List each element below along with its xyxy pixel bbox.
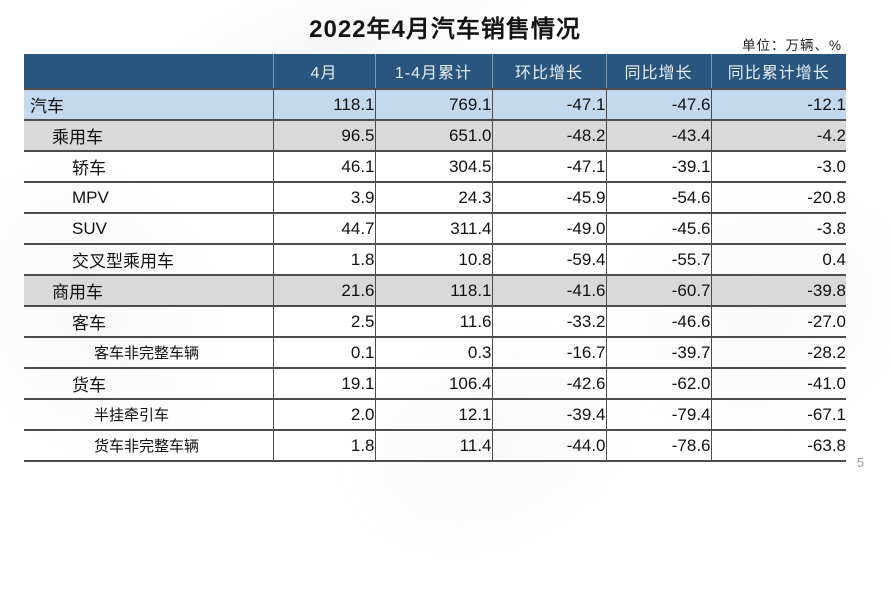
table-row: 商用车 21.6 118.1 -41.6 -60.7 -39.8 [24, 274, 846, 306]
table-cell: 0.4 [710, 243, 846, 275]
table-row: 货车非完整车辆 1.8 11.4 -44.0 -78.6 -63.8 [24, 429, 846, 462]
table-row: 货车 19.1 106.4 -42.6 -62.0 -41.0 [24, 367, 846, 399]
table-cell: 3.9 [272, 181, 375, 213]
table-cell: -55.7 [605, 243, 711, 275]
table-cell: -20.8 [710, 181, 846, 213]
table-row: 汽车 118.1 769.1 -47.1 -47.6 -12.1 [24, 88, 846, 120]
table-cell: 311.4 [374, 212, 492, 244]
table-row: 客车 2.5 11.6 -33.2 -46.6 -27.0 [24, 305, 846, 337]
row-label: 乘用车 [24, 119, 273, 151]
table-cell: 96.5 [272, 119, 375, 151]
row-label: 货车 [24, 367, 273, 399]
row-label: 货车非完整车辆 [24, 429, 273, 462]
table-cell: -49.0 [491, 212, 606, 244]
table-cell: -3.8 [710, 212, 846, 244]
table-row: 客车非完整车辆 0.1 0.3 -16.7 -39.7 -28.2 [24, 336, 846, 368]
row-label: SUV [24, 212, 273, 244]
table-cell: 0.1 [272, 336, 375, 368]
table-cell: 1.8 [272, 429, 375, 462]
table-cell: -67.1 [710, 398, 846, 430]
table-cell: -28.2 [710, 336, 846, 368]
page-title: 2022年4月汽车销售情况 [309, 16, 581, 43]
table-cell: 0.3 [374, 336, 492, 368]
header-row: 4月 1-4月累计 环比增长 同比增长 同比累计增长 [24, 54, 846, 89]
table-cell: 46.1 [272, 150, 375, 182]
table-cell: -39.8 [710, 274, 846, 306]
table-cell: -63.8 [710, 429, 846, 462]
table-row: 乘用车 96.5 651.0 -48.2 -43.4 -4.2 [24, 119, 846, 151]
table-cell: -47.6 [605, 88, 711, 120]
table-cell: -79.4 [605, 398, 711, 430]
table-cell: -41.6 [491, 274, 606, 306]
table-cell: 19.1 [272, 367, 375, 399]
table-cell: 106.4 [374, 367, 492, 399]
table-cell: 12.1 [374, 398, 492, 430]
table-cell: -43.4 [605, 119, 711, 151]
table-cell: -12.1 [710, 88, 846, 120]
column-header-category [24, 54, 273, 89]
table-cell: -60.7 [605, 274, 711, 306]
table-cell: -42.6 [491, 367, 606, 399]
table-cell: -33.2 [491, 305, 606, 337]
table-cell: 10.8 [374, 243, 492, 275]
row-label: 客车 [24, 305, 273, 337]
table-cell: -39.4 [491, 398, 606, 430]
table-cell: -78.6 [605, 429, 711, 462]
table-cell: 651.0 [374, 119, 492, 151]
column-header-cumulative: 1-4月累计 [374, 54, 492, 89]
table-cell: 304.5 [374, 150, 492, 182]
table-cell: -47.1 [491, 88, 606, 120]
table-row: MPV 3.9 24.3 -45.9 -54.6 -20.8 [24, 181, 846, 213]
column-header-yoy-cum-growth: 同比累计增长 [710, 54, 846, 89]
table-cell: 769.1 [374, 88, 492, 120]
table-cell: -54.6 [605, 181, 711, 213]
table-row: 轿车 46.1 304.5 -47.1 -39.1 -3.0 [24, 150, 846, 182]
table-row: 交叉型乘用车 1.8 10.8 -59.4 -55.7 0.4 [24, 243, 846, 275]
table-cell: -46.6 [605, 305, 711, 337]
table-cell: 2.0 [272, 398, 375, 430]
table-cell: 21.6 [272, 274, 375, 306]
table-cell: 118.1 [272, 88, 375, 120]
row-label: 半挂牵引车 [24, 398, 273, 430]
table-row: SUV 44.7 311.4 -49.0 -45.6 -3.8 [24, 212, 846, 244]
table-cell: -45.6 [605, 212, 711, 244]
table-cell: 1.8 [272, 243, 375, 275]
column-header-april: 4月 [272, 54, 375, 89]
sales-table: 4月 1-4月累计 环比增长 同比增长 同比累计增长 汽车 118.1 769.… [24, 54, 846, 462]
table-cell: -45.9 [491, 181, 606, 213]
table-cell: -48.2 [491, 119, 606, 151]
table-cell: -4.2 [710, 119, 846, 151]
table-row: 半挂牵引车 2.0 12.1 -39.4 -79.4 -67.1 [24, 398, 846, 430]
table-cell: -3.0 [710, 150, 846, 182]
table-cell: 118.1 [374, 274, 492, 306]
column-header-mom-growth: 环比增长 [491, 54, 606, 89]
row-label: MPV [24, 181, 273, 213]
table-cell: -39.7 [605, 336, 711, 368]
row-label: 交叉型乘用车 [24, 243, 273, 275]
table-cell: -27.0 [710, 305, 846, 337]
table-cell: -62.0 [605, 367, 711, 399]
table-cell: -16.7 [491, 336, 606, 368]
unit-note: 单位：万辆、% [741, 38, 842, 53]
table-cell: 11.6 [374, 305, 492, 337]
column-header-yoy-growth: 同比增长 [605, 54, 711, 89]
table-cell: 11.4 [374, 429, 492, 462]
page-number: 5 [856, 455, 864, 470]
table-cell: -47.1 [491, 150, 606, 182]
row-label: 客车非完整车辆 [24, 336, 273, 368]
table-cell: -44.0 [491, 429, 606, 462]
table-cell: 2.5 [272, 305, 375, 337]
table-cell: 24.3 [374, 181, 492, 213]
row-label: 汽车 [24, 88, 273, 120]
table-cell: -39.1 [605, 150, 711, 182]
table-cell: -41.0 [710, 367, 846, 399]
row-label: 商用车 [24, 274, 273, 306]
table-cell: 44.7 [272, 212, 375, 244]
table-cell: -59.4 [491, 243, 606, 275]
row-label: 轿车 [24, 150, 273, 182]
